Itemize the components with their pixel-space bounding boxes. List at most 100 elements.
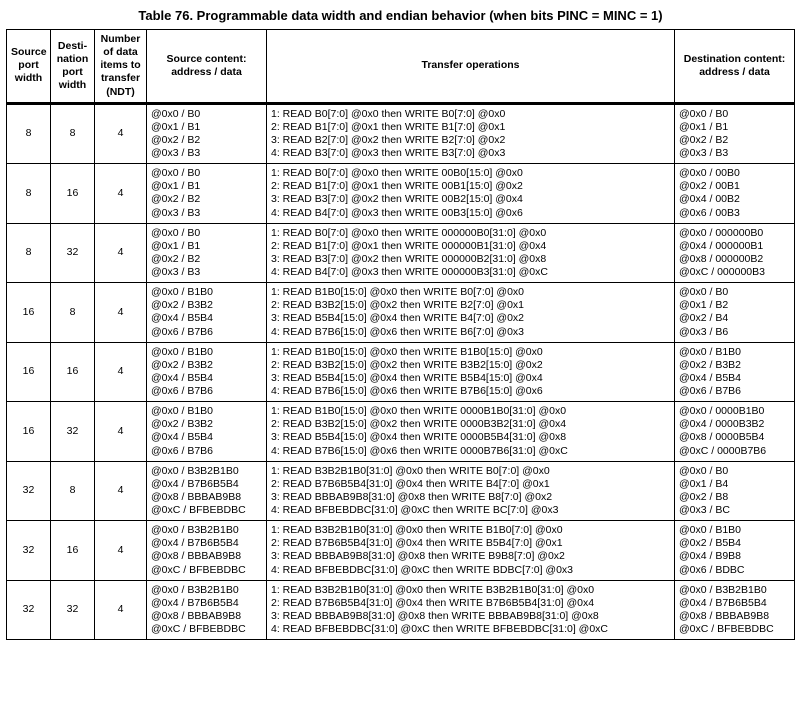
cell-src-content-line: @0x0 / B3B2B1B0 [151,524,262,537]
cell-dst-content-line: @0x0 / B0 [679,108,790,121]
cell-operations-line: 3: READ B3[7:0] @0x2 then WRITE 00B2[15:… [271,193,670,206]
cell-dst-content: @0x0 / 0000B1B0@0x4 / 0000B3B2@0x8 / 000… [675,402,795,462]
cell-operations-line: 1: READ B0[7:0] @0x0 then WRITE 000000B0… [271,227,670,240]
table-row: 1684@0x0 / B1B0@0x2 / B3B2@0x4 / B5B4@0x… [7,283,795,343]
cell-dst-width: 32 [51,402,95,462]
cell-operations-line: 3: READ B2[7:0] @0x2 then WRITE B2[7:0] … [271,134,670,147]
cell-src-content: @0x0 / B3B2B1B0@0x4 / B7B6B5B4@0x8 / BBB… [147,580,267,640]
cell-ndt: 4 [95,164,147,224]
cell-src-content-line: @0x4 / B7B6B5B4 [151,478,262,491]
cell-dst-content-line: @0x1 / B2 [679,299,790,312]
cell-src-content: @0x0 / B0@0x1 / B1@0x2 / B2@0x3 / B3 [147,223,267,283]
cell-operations-line: 3: READ B5B4[15:0] @0x4 then WRITE 0000B… [271,431,670,444]
cell-src-content-line: @0x0 / B3B2B1B0 [151,584,262,597]
cell-src-content: @0x0 / B0@0x1 / B1@0x2 / B2@0x3 / B3 [147,103,267,164]
cell-dst-content-line: @0x4 / 0000B3B2 [679,418,790,431]
cell-dst-content-line: @0x0 / 00B0 [679,167,790,180]
cell-operations-line: 3: READ B5B4[15:0] @0x4 then WRITE B5B4[… [271,372,670,385]
cell-ndt: 4 [95,103,147,164]
cell-src-content-line: @0x3 / B3 [151,266,262,279]
cell-operations-line: 4: READ B7B6[15:0] @0x6 then WRITE B6[7:… [271,326,670,339]
cell-src-content-line: @0x2 / B3B2 [151,299,262,312]
cell-src-content: @0x0 / B1B0@0x2 / B3B2@0x4 / B5B4@0x6 / … [147,402,267,462]
cell-src-content-line: @0x0 / B1B0 [151,405,262,418]
cell-dst-content-line: @0x3 / B6 [679,326,790,339]
cell-src-content-line: @0x0 / B1B0 [151,346,262,359]
cell-src-content-line: @0x8 / BBBAB9B8 [151,491,262,504]
cell-operations-line: 2: READ B7B6B5B4[31:0] @0x4 then WRITE B… [271,478,670,491]
cell-dst-content-line: @0x8 / 0000B5B4 [679,431,790,444]
cell-dst-content-line: @0x4 / B7B6B5B4 [679,597,790,610]
cell-operations-line: 2: READ B3B2[15:0] @0x2 then WRITE B2[7:… [271,299,670,312]
cell-operations-line: 3: READ B3[7:0] @0x2 then WRITE 000000B2… [271,253,670,266]
cell-operations-line: 2: READ B3B2[15:0] @0x2 then WRITE B3B2[… [271,359,670,372]
table-row: 8164@0x0 / B0@0x1 / B1@0x2 / B2@0x3 / B3… [7,164,795,224]
cell-src-content-line: @0x2 / B3B2 [151,418,262,431]
cell-operations-line: 3: READ BBBAB9B8[31:0] @0x8 then WRITE B… [271,610,670,623]
cell-dst-content: @0x0 / B0@0x1 / B2@0x2 / B4@0x3 / B6 [675,283,795,343]
cell-src-content-line: @0x0 / B0 [151,167,262,180]
cell-src-width: 16 [7,402,51,462]
cell-src-content: @0x0 / B3B2B1B0@0x4 / B7B6B5B4@0x8 / BBB… [147,521,267,581]
cell-dst-width: 32 [51,580,95,640]
cell-dst-width: 8 [51,283,95,343]
cell-dst-content-line: @0x8 / BBBAB9B8 [679,610,790,623]
cell-src-content-line: @0x4 / B5B4 [151,431,262,444]
cell-dst-content-line: @0x4 / B9B8 [679,550,790,563]
cell-src-content-line: @0xC / BFBEBDBC [151,623,262,636]
cell-operations-line: 4: READ B4[7:0] @0x3 then WRITE 000000B3… [271,266,670,279]
cell-src-content-line: @0x0 / B3B2B1B0 [151,465,262,478]
cell-operations-line: 2: READ B1[7:0] @0x1 then WRITE 000000B1… [271,240,670,253]
cell-src-content: @0x0 / B1B0@0x2 / B3B2@0x4 / B5B4@0x6 / … [147,342,267,402]
cell-dst-content-line: @0x0 / B0 [679,286,790,299]
table-row: 16164@0x0 / B1B0@0x2 / B3B2@0x4 / B5B4@0… [7,342,795,402]
cell-dst-width: 16 [51,521,95,581]
cell-src-content-line: @0x2 / B2 [151,253,262,266]
cell-operations-line: 4: READ B7B6[15:0] @0x6 then WRITE B7B6[… [271,385,670,398]
cell-dst-content-line: @0xC / 000000B3 [679,266,790,279]
cell-operations: 1: READ B1B0[15:0] @0x0 then WRITE B0[7:… [267,283,675,343]
cell-operations-line: 4: READ B3[7:0] @0x3 then WRITE B3[7:0] … [271,147,670,160]
cell-operations-line: 1: READ B0[7:0] @0x0 then WRITE B0[7:0] … [271,108,670,121]
cell-src-content-line: @0x1 / B1 [151,180,262,193]
cell-dst-content-line: @0x4 / B5B4 [679,372,790,385]
cell-ndt: 4 [95,580,147,640]
cell-operations-line: 3: READ BBBAB9B8[31:0] @0x8 then WRITE B… [271,491,670,504]
cell-src-content-line: @0x0 / B0 [151,108,262,121]
cell-dst-width: 16 [51,342,95,402]
cell-operations-line: 4: READ BFBEBDBC[31:0] @0xC then WRITE B… [271,564,670,577]
cell-ndt: 4 [95,461,147,521]
cell-operations-line: 4: READ BFBEBDBC[31:0] @0xC then WRITE B… [271,504,670,517]
cell-ndt: 4 [95,223,147,283]
cell-src-width: 16 [7,283,51,343]
col-header-operations: Transfer operations [267,30,675,104]
cell-src-content-line: @0x8 / BBBAB9B8 [151,550,262,563]
col-header-src-width: Source port width [7,30,51,104]
cell-dst-content-line: @0x3 / BC [679,504,790,517]
cell-src-content: @0x0 / B1B0@0x2 / B3B2@0x4 / B5B4@0x6 / … [147,283,267,343]
cell-dst-content-line: @0xC / BFBEBDBC [679,623,790,636]
cell-dst-content-line: @0x6 / B7B6 [679,385,790,398]
cell-src-width: 32 [7,461,51,521]
cell-operations-line: 2: READ B3B2[15:0] @0x2 then WRITE 0000B… [271,418,670,431]
cell-src-content-line: @0x6 / B7B6 [151,326,262,339]
cell-src-content-line: @0x4 / B7B6B5B4 [151,537,262,550]
cell-src-content: @0x0 / B3B2B1B0@0x4 / B7B6B5B4@0x8 / BBB… [147,461,267,521]
cell-dst-content-line: @0x0 / B0 [679,465,790,478]
cell-dst-content: @0x0 / B0@0x1 / B1@0x2 / B2@0x3 / B3 [675,103,795,164]
cell-dst-content: @0x0 / 00B0@0x2 / 00B1@0x4 / 00B2@0x6 / … [675,164,795,224]
cell-operations-line: 3: READ B5B4[15:0] @0x4 then WRITE B4[7:… [271,312,670,325]
cell-dst-content-line: @0x0 / B3B2B1B0 [679,584,790,597]
table-row: 8324@0x0 / B0@0x1 / B1@0x2 / B2@0x3 / B3… [7,223,795,283]
cell-dst-content-line: @0x2 / B5B4 [679,537,790,550]
col-header-dst-content: Destination content: address / data [675,30,795,104]
cell-dst-content: @0x0 / B3B2B1B0@0x4 / B7B6B5B4@0x8 / BBB… [675,580,795,640]
cell-dst-content-line: @0x6 / 00B3 [679,207,790,220]
cell-src-width: 8 [7,223,51,283]
cell-operations-line: 1: READ B3B2B1B0[31:0] @0x0 then WRITE B… [271,465,670,478]
cell-dst-content-line: @0x4 / 000000B1 [679,240,790,253]
cell-operations-line: 1: READ B3B2B1B0[31:0] @0x0 then WRITE B… [271,524,670,537]
cell-ndt: 4 [95,521,147,581]
cell-operations-line: 1: READ B3B2B1B0[31:0] @0x0 then WRITE B… [271,584,670,597]
cell-dst-content-line: @0x0 / 000000B0 [679,227,790,240]
